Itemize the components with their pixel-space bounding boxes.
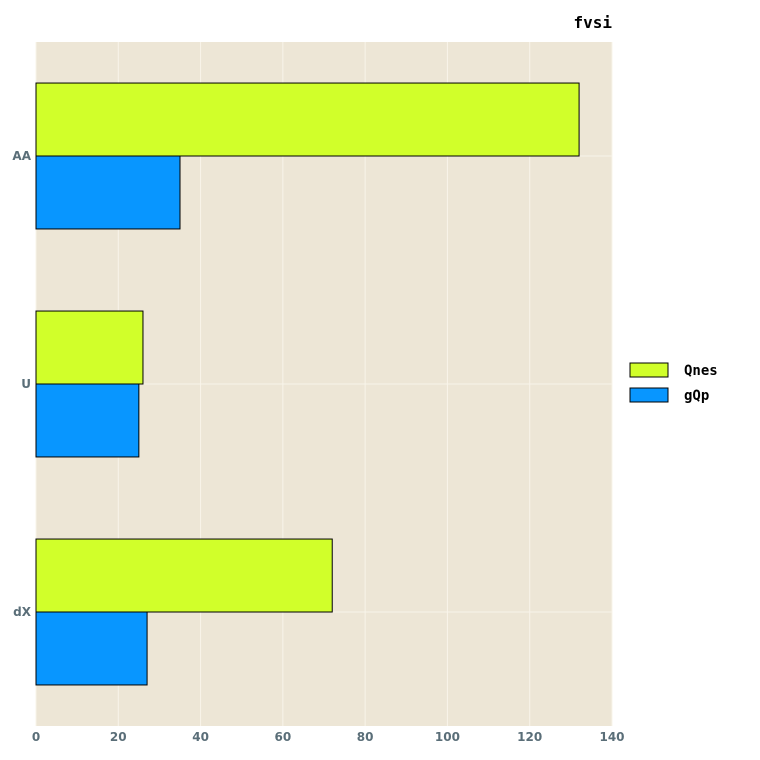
- chart-title: fvsi: [573, 13, 612, 32]
- bar-Qnes-U: [35, 310, 144, 385]
- x-tick-label: 140: [599, 730, 624, 744]
- bar-gQp-AA: [35, 155, 181, 230]
- x-tick-label: 60: [275, 730, 292, 744]
- x-tick-label: 120: [517, 730, 542, 744]
- x-tick-label: 0: [32, 730, 40, 744]
- x-tick-label: 100: [435, 730, 460, 744]
- bar-gQp-dX: [35, 611, 148, 686]
- bars: [35, 82, 580, 686]
- legend: Qnes gQp: [629, 362, 718, 404]
- bar-Qnes-AA: [35, 82, 580, 157]
- y-tick-label: AA: [12, 149, 31, 163]
- x-tick-label: 80: [357, 730, 374, 744]
- y-tick-label: U: [21, 377, 31, 391]
- y-axis-ticks: AA UdX: [12, 149, 31, 619]
- legend-label-gQp: gQp: [684, 388, 709, 404]
- y-tick-label: dX: [13, 605, 32, 619]
- legend-swatch-gQp: [629, 387, 669, 403]
- legend-label-Qnes: Qnes: [684, 363, 718, 379]
- x-axis-ticks: 0 20 40 60 80 100 120 140: [32, 730, 625, 744]
- bar-gQp-U: [35, 383, 140, 458]
- legend-swatch-Qnes: [629, 362, 669, 378]
- bar-Qnes-dX: [35, 538, 333, 613]
- x-tick-label: 20: [110, 730, 127, 744]
- x-tick-label: 40: [192, 730, 209, 744]
